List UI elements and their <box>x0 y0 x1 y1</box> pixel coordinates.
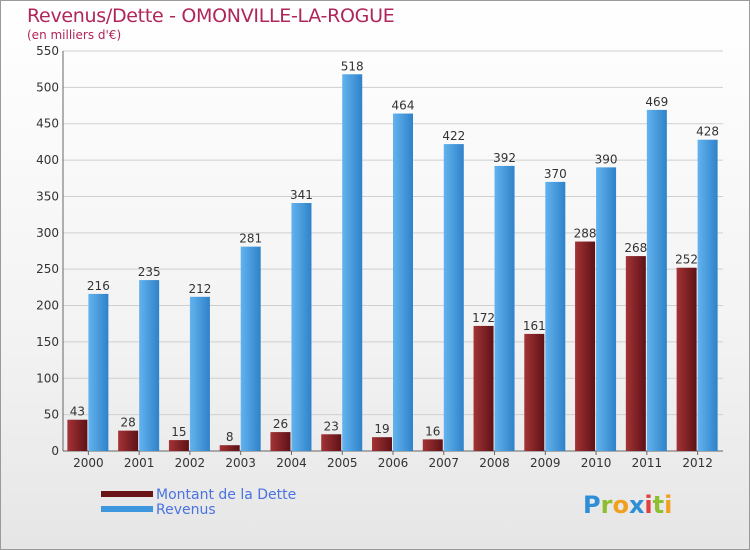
y-tick-label: 500 <box>36 80 59 94</box>
x-tick-label: 2009 <box>530 456 561 470</box>
data-label-revenus: 212 <box>188 282 211 296</box>
data-label-dette: 288 <box>574 227 597 241</box>
bar-dette <box>321 434 342 451</box>
x-tick-label: 2005 <box>327 456 358 470</box>
bar-dette <box>575 241 596 451</box>
data-label-dette: 43 <box>70 405 85 419</box>
data-label-revenus: 216 <box>87 279 110 293</box>
data-label-dette: 16 <box>425 424 440 438</box>
bar-revenus <box>545 181 566 451</box>
bar-dette <box>422 439 443 451</box>
logo-letter: o <box>612 491 629 519</box>
data-label-revenus: 370 <box>544 167 567 181</box>
bar-revenus <box>342 74 363 451</box>
bar-revenus <box>393 113 413 451</box>
y-tick-label: 550 <box>36 44 59 58</box>
y-tick-label: 350 <box>36 189 59 203</box>
data-label-dette: 28 <box>121 416 136 430</box>
logo-letter: P <box>583 491 601 519</box>
logo-letter: t <box>652 491 665 519</box>
bar-dette <box>67 419 88 451</box>
x-tick-label: 2011 <box>632 456 663 470</box>
bar-dette <box>625 256 646 451</box>
y-tick-label: 400 <box>36 153 59 167</box>
data-label-revenus: 341 <box>290 188 313 202</box>
chart-subtitle: (en milliers d'€) <box>27 28 122 42</box>
y-tick-label: 250 <box>36 262 59 276</box>
legend-label-dette: Montant de la Dette <box>156 487 297 503</box>
logo-letter: i <box>644 491 653 519</box>
data-label-revenus: 428 <box>696 125 719 139</box>
data-label-dette: 172 <box>472 311 495 325</box>
y-tick-label: 0 <box>51 444 59 458</box>
y-tick-label: 150 <box>36 335 59 349</box>
data-label-revenus: 392 <box>493 151 516 165</box>
bar-revenus <box>240 246 261 451</box>
y-tick-label: 300 <box>36 226 59 240</box>
y-tick-label: 50 <box>44 408 59 422</box>
data-label-revenus: 422 <box>442 129 465 143</box>
bar-dette <box>270 432 291 451</box>
bar-revenus <box>443 144 464 451</box>
y-tick-label: 100 <box>36 371 59 385</box>
bar-revenus <box>697 139 718 451</box>
bar-dette <box>676 267 697 451</box>
x-tick-label: 2007 <box>428 456 459 470</box>
legend-label-revenus: Revenus <box>156 502 216 518</box>
bar-revenus <box>646 109 667 451</box>
chart-title: Revenus/Dette - OMONVILLE-LA-ROGUE <box>27 5 395 27</box>
x-tick-label: 2001 <box>124 456 155 470</box>
bar-dette <box>219 445 240 451</box>
y-tick-label: 200 <box>36 299 59 313</box>
bar-dette <box>372 437 392 451</box>
x-tick-label: 2002 <box>175 456 206 470</box>
data-label-dette: 8 <box>226 430 234 444</box>
legend-swatch-revenus <box>101 506 153 512</box>
y-tick-label: 450 <box>36 117 59 131</box>
logo-letter: x <box>628 491 645 519</box>
logo-letter: i <box>664 491 673 519</box>
bar-revenus <box>189 296 210 451</box>
data-label-dette: 15 <box>171 425 186 439</box>
data-label-dette: 19 <box>374 422 389 436</box>
bar-dette <box>118 430 139 451</box>
bar-revenus <box>139 280 160 451</box>
x-tick-label: 2008 <box>479 456 510 470</box>
x-tick-label: 2003 <box>225 456 256 470</box>
data-label-revenus: 390 <box>595 152 618 166</box>
bar-revenus <box>291 203 312 451</box>
bar-revenus <box>88 293 109 451</box>
data-label-revenus: 518 <box>341 59 364 73</box>
x-tick-label: 2004 <box>276 456 307 470</box>
bar-dette <box>168 440 189 451</box>
logo-letter: r <box>600 491 613 519</box>
data-label-revenus: 464 <box>392 99 415 113</box>
data-label-dette: 26 <box>273 417 288 431</box>
bar-dette <box>473 325 494 451</box>
proxiti-logo: Proxiti <box>583 491 672 519</box>
x-tick-label: 2010 <box>581 456 612 470</box>
data-label-dette: 268 <box>624 241 647 255</box>
x-tick-label: 2012 <box>682 456 713 470</box>
bar-revenus <box>596 167 617 451</box>
x-tick-label: 2000 <box>73 456 104 470</box>
data-label-dette: 23 <box>324 419 339 433</box>
data-label-revenus: 281 <box>239 232 262 246</box>
legend-swatch-dette <box>101 491 153 497</box>
bar-revenus <box>494 165 515 451</box>
data-label-revenus: 235 <box>138 265 161 279</box>
bar-dette <box>524 333 545 451</box>
data-label-dette: 252 <box>675 253 698 267</box>
data-label-dette: 161 <box>523 319 546 333</box>
data-label-revenus: 469 <box>645 95 668 109</box>
x-tick-label: 2006 <box>378 456 409 470</box>
